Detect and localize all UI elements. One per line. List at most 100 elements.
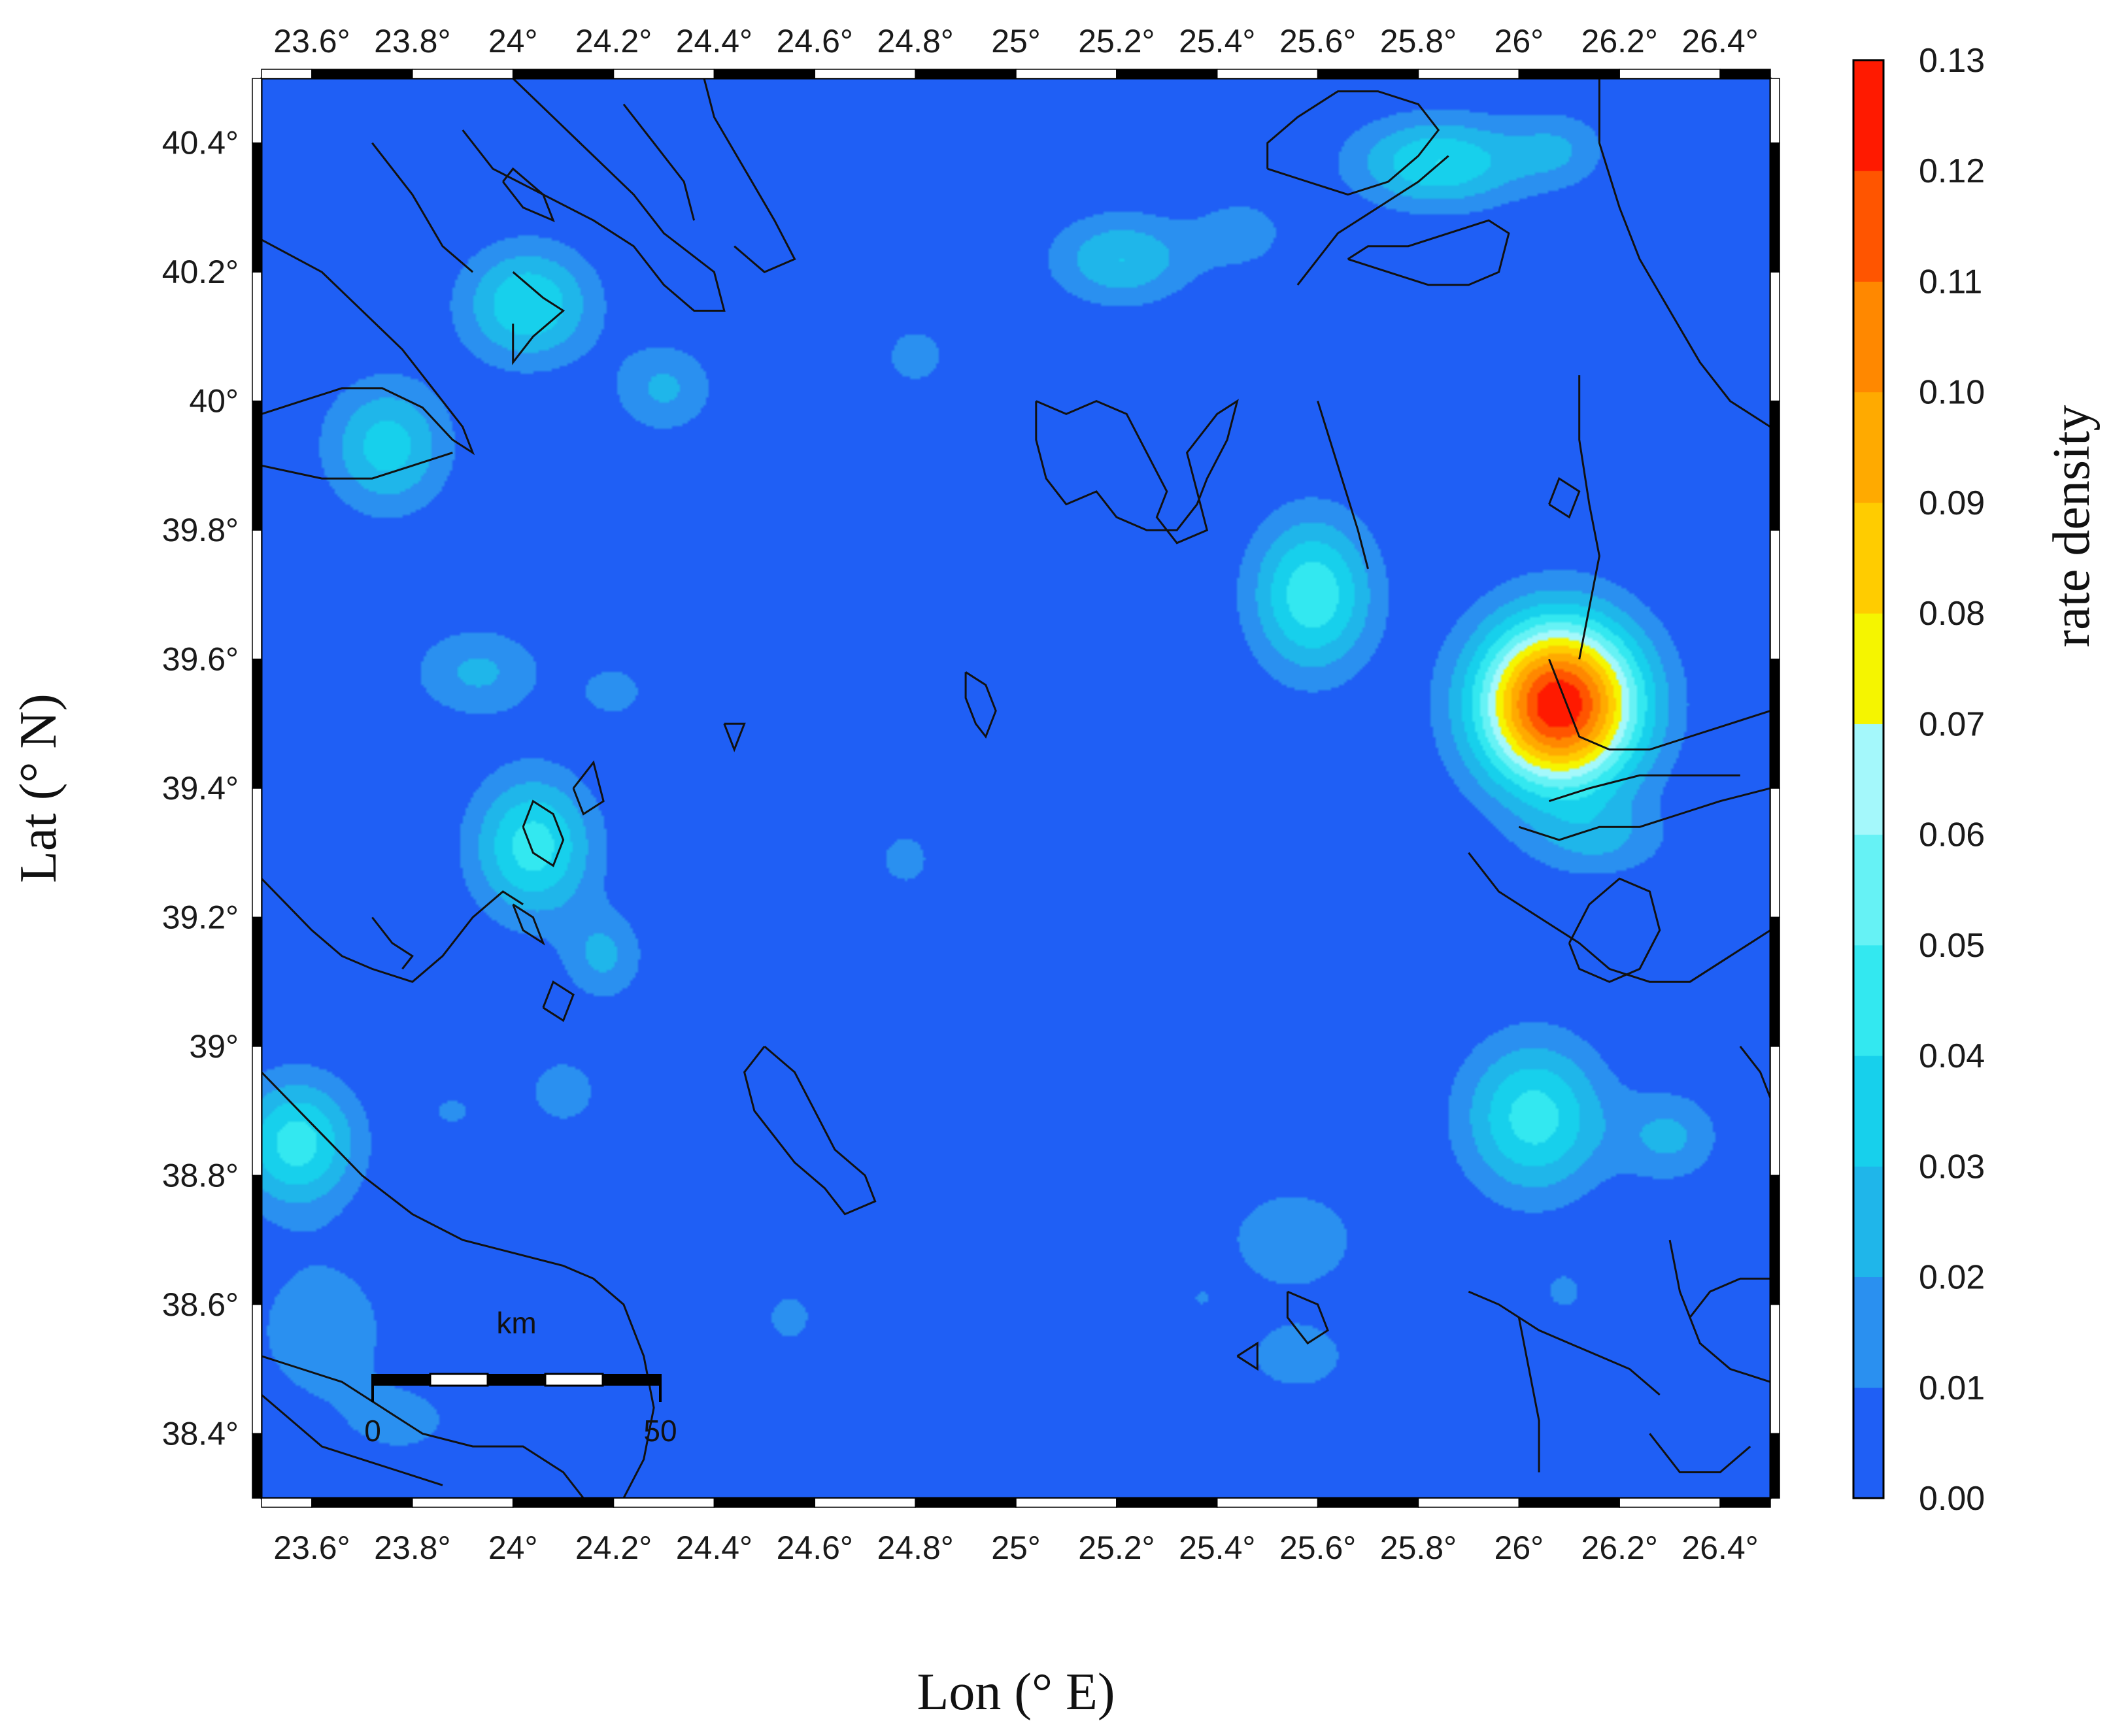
x-tick-label-bottom: 25.6° — [1279, 1529, 1356, 1566]
frame-bar-right — [1770, 1175, 1780, 1305]
frame-bar-bottom — [1518, 1497, 1620, 1508]
x-tick-label-bottom: 24.2° — [575, 1529, 652, 1566]
y-tick-label: 39° — [189, 1028, 239, 1065]
frame-bar-top — [814, 69, 916, 79]
frame-bar-bottom — [1417, 1497, 1520, 1508]
coastline — [512, 271, 566, 365]
x-tick-label-bottom: 25.4° — [1179, 1529, 1255, 1566]
x-tick-label-bottom: 24° — [488, 1529, 538, 1566]
frame-bar-top — [1116, 69, 1218, 79]
rate-density-field — [262, 78, 1770, 1498]
x-tick-label-top: 23.8° — [374, 23, 450, 59]
colorbar: 0.00 0.01 0.02 0.03 0.04 0.05 0.06 0.07 0.08 0.09… — [1852, 42, 1985, 1518]
y-tick-label: 39.4° — [162, 770, 239, 807]
coastline — [1548, 476, 1581, 519]
coastline — [1317, 401, 1369, 569]
x-tick-label-top: 26.4° — [1681, 23, 1758, 59]
x-tick-label-top: 24.4° — [676, 23, 752, 59]
coastline — [1578, 375, 1600, 659]
coastline — [703, 78, 796, 273]
frame-bar-right — [1770, 142, 1780, 273]
x-tick-label-bottom: 25.8° — [1380, 1529, 1457, 1566]
colorbar-tick-label: 0.02 — [1919, 1259, 1985, 1297]
coastline — [1517, 1317, 1540, 1473]
y-tick-label: 38.8° — [162, 1157, 239, 1194]
x-tick-label-bottom: 24.6° — [777, 1529, 853, 1566]
frame-bar-bottom — [261, 1497, 312, 1508]
x-tick-label-top: 26° — [1495, 23, 1544, 59]
frame-bar-left — [252, 1175, 262, 1305]
y-tick-label: 38.4° — [162, 1415, 239, 1452]
frame-bar-top — [1619, 69, 1721, 79]
y-tick-label: 40.2° — [162, 254, 239, 290]
frame-bar-right — [1770, 1433, 1780, 1499]
frame-bar-right — [1770, 78, 1780, 144]
colorbar-segment — [1853, 613, 1883, 724]
coastline — [1468, 852, 1770, 983]
frame-bar-left — [252, 400, 262, 531]
x-tick-label-top: 25.2° — [1078, 23, 1155, 59]
coastline — [1649, 1433, 1751, 1473]
coastline — [462, 78, 726, 312]
frame-bar-top — [512, 69, 615, 79]
x-tick-label-top: 25.8° — [1380, 23, 1457, 59]
latitude-ticks: 40.4° 40.2° 40° 39.8° 39.6° 39.4° 39.2° 39° 38.8… — [162, 125, 239, 1452]
top-longitude-ticks: 23.6° 23.8° 24° 24.2° 24.4° 24.6° 24.8° 25° 25.2… — [273, 23, 1758, 59]
frame-bar-left — [252, 1433, 262, 1499]
x-tick-label-bottom: 24.4° — [676, 1529, 752, 1566]
coastline — [1296, 155, 1449, 286]
coastline — [262, 878, 524, 983]
frame-bar-bottom — [412, 1497, 514, 1508]
coastline — [1668, 1239, 1770, 1383]
map-frame — [252, 69, 1780, 1508]
scale-bar-segment — [429, 1373, 489, 1387]
colorbar-title: rate density — [2043, 405, 2101, 648]
frame-bar-bottom — [1317, 1497, 1419, 1508]
colorbar-tick-label: 0.07 — [1919, 705, 1985, 743]
frame-bar-left — [252, 1046, 262, 1177]
scale-bar-unit: km — [496, 1306, 536, 1340]
coastlines — [262, 78, 1770, 1498]
colorbar-tick-label: 0.11 — [1919, 263, 1982, 301]
coastline — [262, 1071, 655, 1498]
coastline — [1518, 787, 1770, 841]
frame-bar-left — [252, 788, 262, 918]
colorbar-tick-label: 0.04 — [1919, 1037, 1985, 1075]
colorbar-tick-label: 0.05 — [1919, 927, 1985, 965]
colorbar-segment — [1853, 944, 1883, 1056]
frame-bar-bottom — [613, 1497, 715, 1508]
frame-bar-bottom — [915, 1497, 1017, 1508]
x-tick-label-bottom: 26.2° — [1581, 1529, 1658, 1566]
frame-bar-right — [1770, 529, 1780, 660]
x-tick-label-top: 25° — [991, 23, 1041, 59]
coastline — [1468, 1290, 1661, 1396]
scale-bar-segment — [544, 1373, 604, 1387]
frame-bar-right — [1770, 788, 1780, 918]
colorbar-segment — [1853, 171, 1883, 282]
y-tick-label: 39.8° — [162, 512, 239, 548]
coastline — [1035, 399, 1239, 544]
coastline — [522, 799, 565, 867]
coastline — [723, 722, 746, 752]
coastline — [964, 671, 997, 739]
x-tick-label-top: 25.6° — [1279, 23, 1356, 59]
coastline — [1266, 90, 1440, 196]
frame-bar-top — [1719, 69, 1771, 79]
x-tick-label-top: 25.4° — [1179, 23, 1255, 59]
scale-bar: km 0 50 — [364, 1306, 677, 1448]
y-tick-label: 39.6° — [162, 641, 239, 678]
coastline — [1286, 1290, 1329, 1345]
coastline — [371, 142, 474, 273]
frame-bar-bottom — [1619, 1497, 1721, 1508]
x-axis-title: Lon (° E) — [917, 1663, 1115, 1721]
coastline — [572, 760, 605, 816]
frame-bar-left — [252, 271, 262, 402]
colorbar-tick-label: 0.06 — [1919, 816, 1985, 854]
coastline — [542, 980, 575, 1022]
y-tick-label: 40° — [189, 383, 239, 420]
coastline — [743, 1045, 877, 1216]
coastline — [622, 103, 696, 221]
frame-bar-bottom — [1216, 1497, 1319, 1508]
y-tick-label: 38.6° — [162, 1286, 239, 1323]
